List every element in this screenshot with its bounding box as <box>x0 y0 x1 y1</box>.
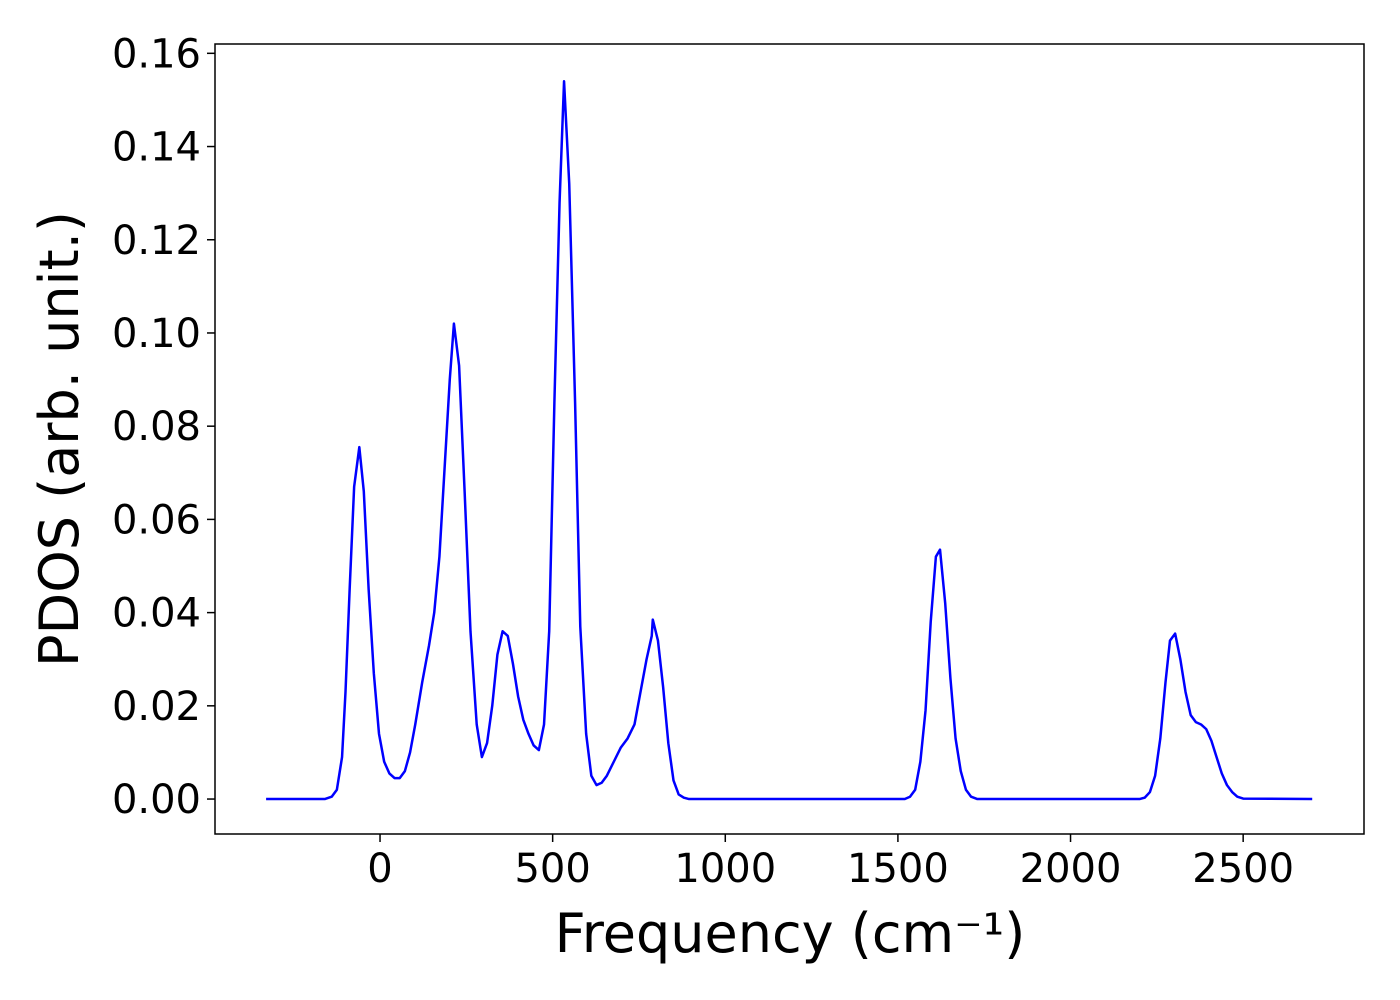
x-tick-label: 2500 <box>1192 846 1294 892</box>
x-tick-label: 500 <box>514 846 590 892</box>
plot-frame <box>214 43 1365 835</box>
x-axis-label: Frequency (cm⁻¹) <box>555 902 1026 965</box>
y-tick-label: 0.00 <box>112 777 201 823</box>
y-tick-label: 0.08 <box>112 404 201 450</box>
x-tick-label: 1500 <box>847 846 949 892</box>
y-tick-label: 0.16 <box>112 31 201 77</box>
x-tick-label: 1000 <box>674 846 776 892</box>
y-tick-label: 0.10 <box>112 311 201 357</box>
y-tick-label: 0.04 <box>112 591 201 637</box>
y-tick-label: 0.06 <box>112 497 201 543</box>
x-tick-label: 2000 <box>1020 846 1122 892</box>
y-axis-label: PDOS (arb. unit.) <box>28 211 91 667</box>
line-series <box>266 80 1313 801</box>
x-tick-label: 0 <box>367 846 392 892</box>
y-tick-label: 0.12 <box>112 218 201 264</box>
y-tick-label: 0.02 <box>112 684 201 730</box>
y-tick-label: 0.14 <box>112 125 201 171</box>
